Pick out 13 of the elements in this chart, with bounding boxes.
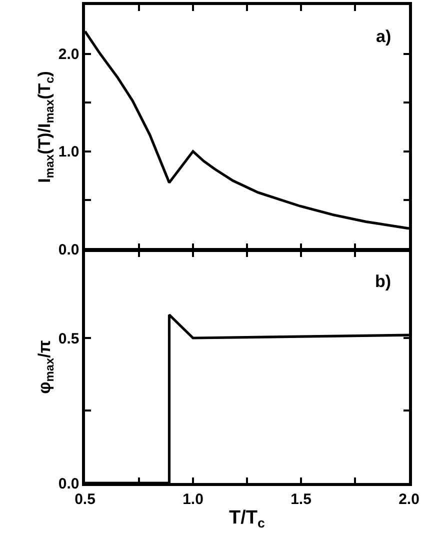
y-tick-label: 2.0 (58, 46, 80, 64)
y-tick-label: 0.0 (58, 475, 80, 492)
annotation: b) (375, 272, 392, 291)
y-tick-label: 0.5 (58, 330, 80, 348)
y-tick-label: 1.0 (58, 144, 80, 161)
x-tick-label: 2.0 (398, 490, 420, 508)
x-axis-title: T/T$_{c}$ (229, 508, 265, 531)
x-tick-label: 0.5 (74, 490, 96, 508)
x-tick-label: 1.5 (290, 490, 312, 508)
y-tick-label: 0.0 (58, 241, 80, 258)
line-series (85, 30, 409, 230)
annotation: a) (376, 27, 392, 46)
x-tick-label: 1.0 (182, 490, 204, 508)
